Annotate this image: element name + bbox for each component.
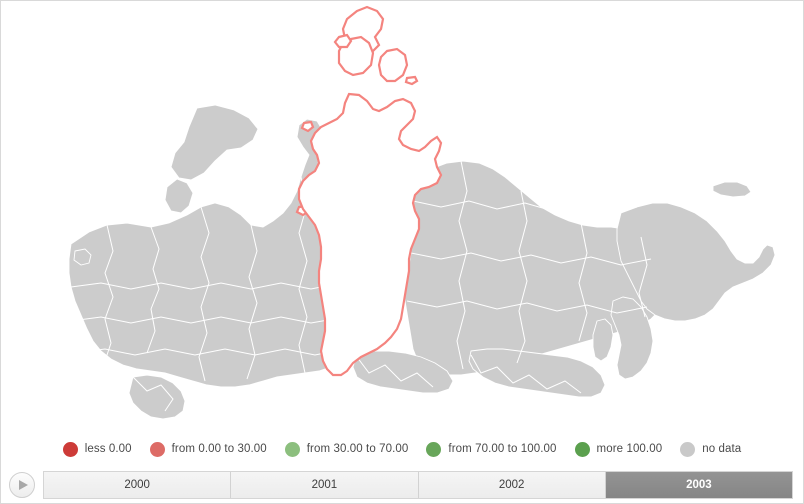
highlighted-region-krasnoyarsk[interactable] [295,5,443,377]
region-shape[interactable] [128,374,186,420]
legend-circle-icon [680,441,696,457]
region-shape-highlighted[interactable] [333,33,353,49]
legend-item[interactable]: more 100.00 [574,441,663,457]
legend-item-label: less 0.00 [84,443,132,455]
timeline-tick-2002[interactable]: 2002 [418,472,606,498]
legend-circle-icon [574,441,590,457]
legend-item[interactable]: from 0.00 to 30.00 [149,441,267,457]
region-shape[interactable] [170,104,259,181]
legend-item[interactable]: no data [680,441,742,457]
legend-item[interactable]: from 30.00 to 70.00 [284,441,409,457]
timeline-control[interactable]: 2000 2001 2002 2003 [1,467,803,503]
region-shape-highlighted[interactable] [377,47,409,83]
color-legend: less 0.00 from 0.00 to 30.00 from 30.00 … [1,435,803,463]
play-triangle-icon [19,480,28,490]
legend-item-label: no data [702,443,742,455]
region-shape-highlighted[interactable] [300,120,315,133]
legend-circle-icon [149,441,165,457]
region-shape-highlighted[interactable] [404,75,419,86]
region-shape[interactable] [164,178,194,214]
region-shape[interactable] [592,318,614,362]
russia-map-svg[interactable] [1,1,803,429]
legend-item[interactable]: less 0.00 [62,441,132,457]
play-button[interactable] [9,472,35,498]
region-shape[interactable] [610,296,654,380]
region-shape[interactable] [73,248,92,266]
timeline-tick-2000[interactable]: 2000 [44,472,232,498]
legend-circle-icon [62,441,78,457]
legend-circle-icon [426,441,442,457]
legend-item-label: from 0.00 to 30.00 [171,443,267,455]
legend-item[interactable]: from 70.00 to 100.00 [426,441,557,457]
region-shape-highlighted[interactable] [297,92,443,377]
region-shape[interactable] [468,348,606,398]
region-shape[interactable] [616,202,776,322]
legend-circle-icon [284,441,300,457]
legend-item-label: more 100.00 [596,443,663,455]
timeline-tick-2003[interactable]: 2003 [605,472,792,498]
legend-item-label: from 30.00 to 70.00 [306,443,409,455]
map-canvas[interactable] [1,1,803,429]
timeline-tick-2001[interactable]: 2001 [231,472,419,498]
region-shape[interactable] [712,181,752,198]
map-region-borders [70,160,652,412]
legend-item-label: from 70.00 to 100.00 [448,443,557,455]
timeline-track[interactable]: 2000 2001 2002 2003 [43,471,793,499]
map-regions-nodata[interactable] [68,104,776,420]
